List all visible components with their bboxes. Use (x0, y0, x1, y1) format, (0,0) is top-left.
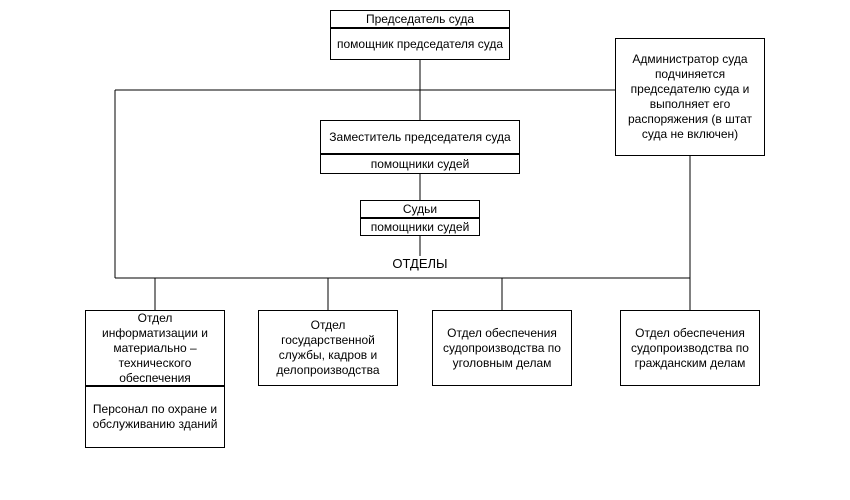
node-personnel-security: Персонал по охране и обслуживанию зданий (85, 386, 225, 448)
node-judges: Судьи (360, 200, 480, 218)
node-dept-it: Отдел информатизации и материально – тех… (85, 310, 225, 386)
org-chart-canvas: Председатель суда помощник председателя … (0, 0, 850, 500)
node-deputy-assistants: помощники судей (320, 154, 520, 174)
node-dept-hr: Отдел государственной службы, кадров и д… (258, 310, 398, 386)
node-chairman: Председатель суда (330, 10, 510, 28)
node-chairman-assistant: помощник председателя суда (330, 28, 510, 60)
node-judges-assistants: помощники судей (360, 218, 480, 236)
node-deputy-chairman: Заместитель председателя суда (320, 120, 520, 154)
node-dept-criminal: Отдел обеспечения судопроизводства по уг… (432, 310, 572, 386)
node-administrator: Администратор суда подчиняется председат… (615, 38, 765, 156)
section-label-departments: ОТДЕЛЫ (370, 256, 470, 274)
node-dept-civil: Отдел обеспечения судопроизводства по гр… (620, 310, 760, 386)
